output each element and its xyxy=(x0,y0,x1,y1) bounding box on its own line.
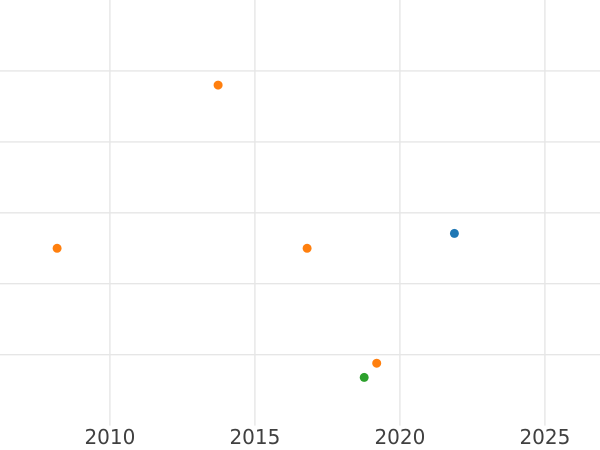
data-point-blue-series xyxy=(449,228,459,238)
x-tick-label: 2025 xyxy=(519,425,570,449)
x-tick-label: 2020 xyxy=(374,425,425,449)
data-point-orange-series xyxy=(213,80,223,90)
x-tick-label: 2010 xyxy=(84,425,135,449)
data-point-orange-series xyxy=(372,358,382,368)
data-point-orange-series xyxy=(52,243,62,253)
x-tick-label: 2015 xyxy=(229,425,280,449)
data-point-orange-series xyxy=(302,243,312,253)
data-point-green-series xyxy=(359,372,369,382)
